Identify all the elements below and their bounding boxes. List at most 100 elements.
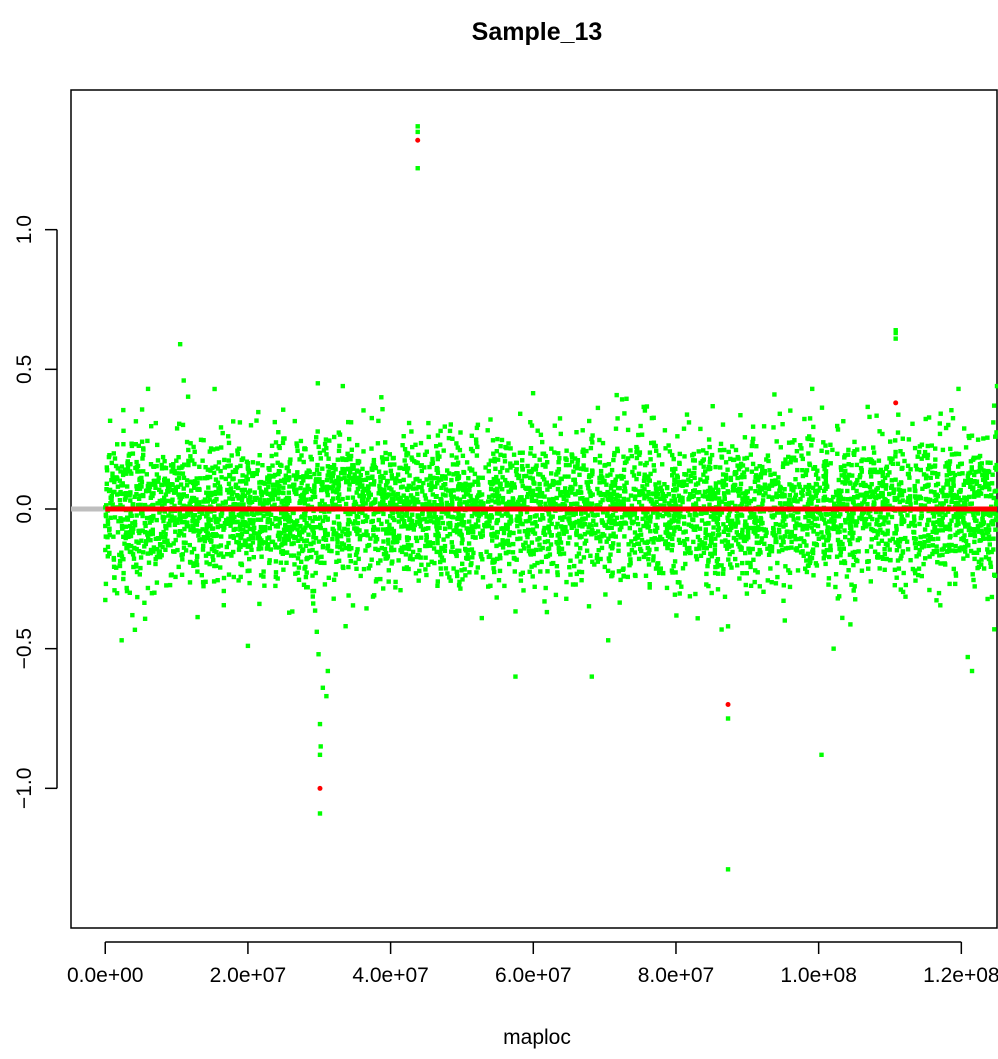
- noise-point: [500, 475, 505, 480]
- noise-point: [553, 592, 559, 598]
- noise-point: [907, 495, 912, 501]
- noise-point: [331, 484, 336, 489]
- noise-point: [540, 462, 545, 468]
- noise-point: [578, 466, 584, 471]
- noise-point: [270, 463, 275, 468]
- noise-point: [848, 622, 853, 627]
- noise-point: [993, 465, 998, 470]
- noise-point: [111, 557, 117, 562]
- noise-point: [139, 538, 144, 543]
- noise-point: [494, 486, 500, 491]
- noise-point: [109, 497, 114, 503]
- noise-point: [136, 469, 142, 474]
- noise-point: [965, 553, 970, 558]
- noise-point: [554, 495, 559, 501]
- noise-point: [383, 470, 388, 475]
- noise-point: [721, 567, 726, 572]
- noise-point: [916, 449, 922, 455]
- noise-point: [115, 442, 120, 447]
- noise-point: [163, 492, 169, 497]
- noise-point: [324, 446, 329, 451]
- noise-point: [308, 497, 314, 502]
- noise-point: [750, 439, 755, 445]
- noise-point: [887, 538, 893, 543]
- noise-point: [641, 554, 647, 560]
- noise-point: [112, 588, 117, 593]
- noise-point: [391, 499, 396, 505]
- noise-point: [415, 552, 421, 558]
- noise-point: [847, 537, 852, 543]
- noise-point: [845, 475, 850, 481]
- noise-point: [214, 533, 219, 538]
- noise-point: [251, 518, 256, 523]
- noise-point: [208, 523, 213, 528]
- noise-point: [837, 529, 842, 534]
- noise-point: [340, 496, 345, 502]
- noise-point: [590, 492, 595, 497]
- noise-point: [781, 583, 786, 588]
- noise-point: [562, 474, 567, 479]
- noise-point: [390, 496, 396, 502]
- noise-point: [986, 523, 991, 528]
- noise-point: [337, 492, 342, 497]
- noise-point: [118, 469, 123, 474]
- noise-point: [891, 487, 896, 492]
- chart-title: Sample_13: [472, 18, 603, 46]
- noise-point: [591, 518, 596, 523]
- noise-point: [624, 480, 629, 485]
- noise-point: [871, 500, 877, 505]
- noise-point: [744, 467, 750, 472]
- noise-point: [654, 546, 659, 552]
- noise-point: [919, 545, 925, 550]
- noise-point: [763, 491, 768, 496]
- noise-point: [351, 521, 356, 526]
- noise-point: [760, 498, 766, 503]
- noise-point: [520, 483, 525, 489]
- noise-point: [484, 514, 489, 519]
- noise-point: [537, 542, 542, 547]
- noise-point: [884, 483, 889, 488]
- noise-point: [109, 460, 114, 466]
- noise-point: [759, 539, 764, 544]
- noise-point: [382, 487, 387, 492]
- noise-point: [919, 456, 924, 461]
- noise-point: [475, 422, 481, 427]
- noise-point: [405, 537, 410, 543]
- noise-point: [162, 499, 168, 504]
- noise-point: [311, 540, 316, 545]
- noise-point: [174, 471, 179, 476]
- noise-point: [303, 543, 309, 548]
- noise-point: [154, 580, 160, 585]
- noise-point: [898, 490, 903, 495]
- noise-point: [208, 517, 213, 523]
- noise-point: [963, 502, 968, 507]
- noise-point: [136, 549, 142, 554]
- noise-point: [586, 604, 592, 609]
- noise-point: [348, 453, 354, 459]
- noise-point: [755, 478, 761, 483]
- noise-point: [918, 534, 923, 540]
- noise-point: [149, 591, 155, 596]
- noise-point: [131, 564, 136, 570]
- noise-point: [980, 516, 985, 522]
- noise-point: [427, 512, 433, 517]
- noise-point: [141, 550, 146, 555]
- noise-point: [435, 540, 440, 546]
- noise-point: [469, 547, 475, 552]
- noise-point: [715, 490, 721, 495]
- noise-point: [281, 485, 286, 490]
- noise-point: [722, 447, 727, 453]
- noise-point: [255, 536, 260, 541]
- noise-point: [526, 527, 531, 533]
- noise-point: [632, 512, 637, 517]
- noise-point: [196, 515, 202, 521]
- noise-point: [974, 550, 980, 555]
- noise-point: [682, 454, 687, 459]
- noise-point: [180, 422, 186, 428]
- noise-point: [345, 466, 351, 472]
- noise-point: [415, 491, 420, 497]
- noise-point: [844, 574, 850, 579]
- noise-point: [760, 520, 765, 526]
- noise-point: [347, 436, 352, 442]
- noise-point: [565, 541, 571, 546]
